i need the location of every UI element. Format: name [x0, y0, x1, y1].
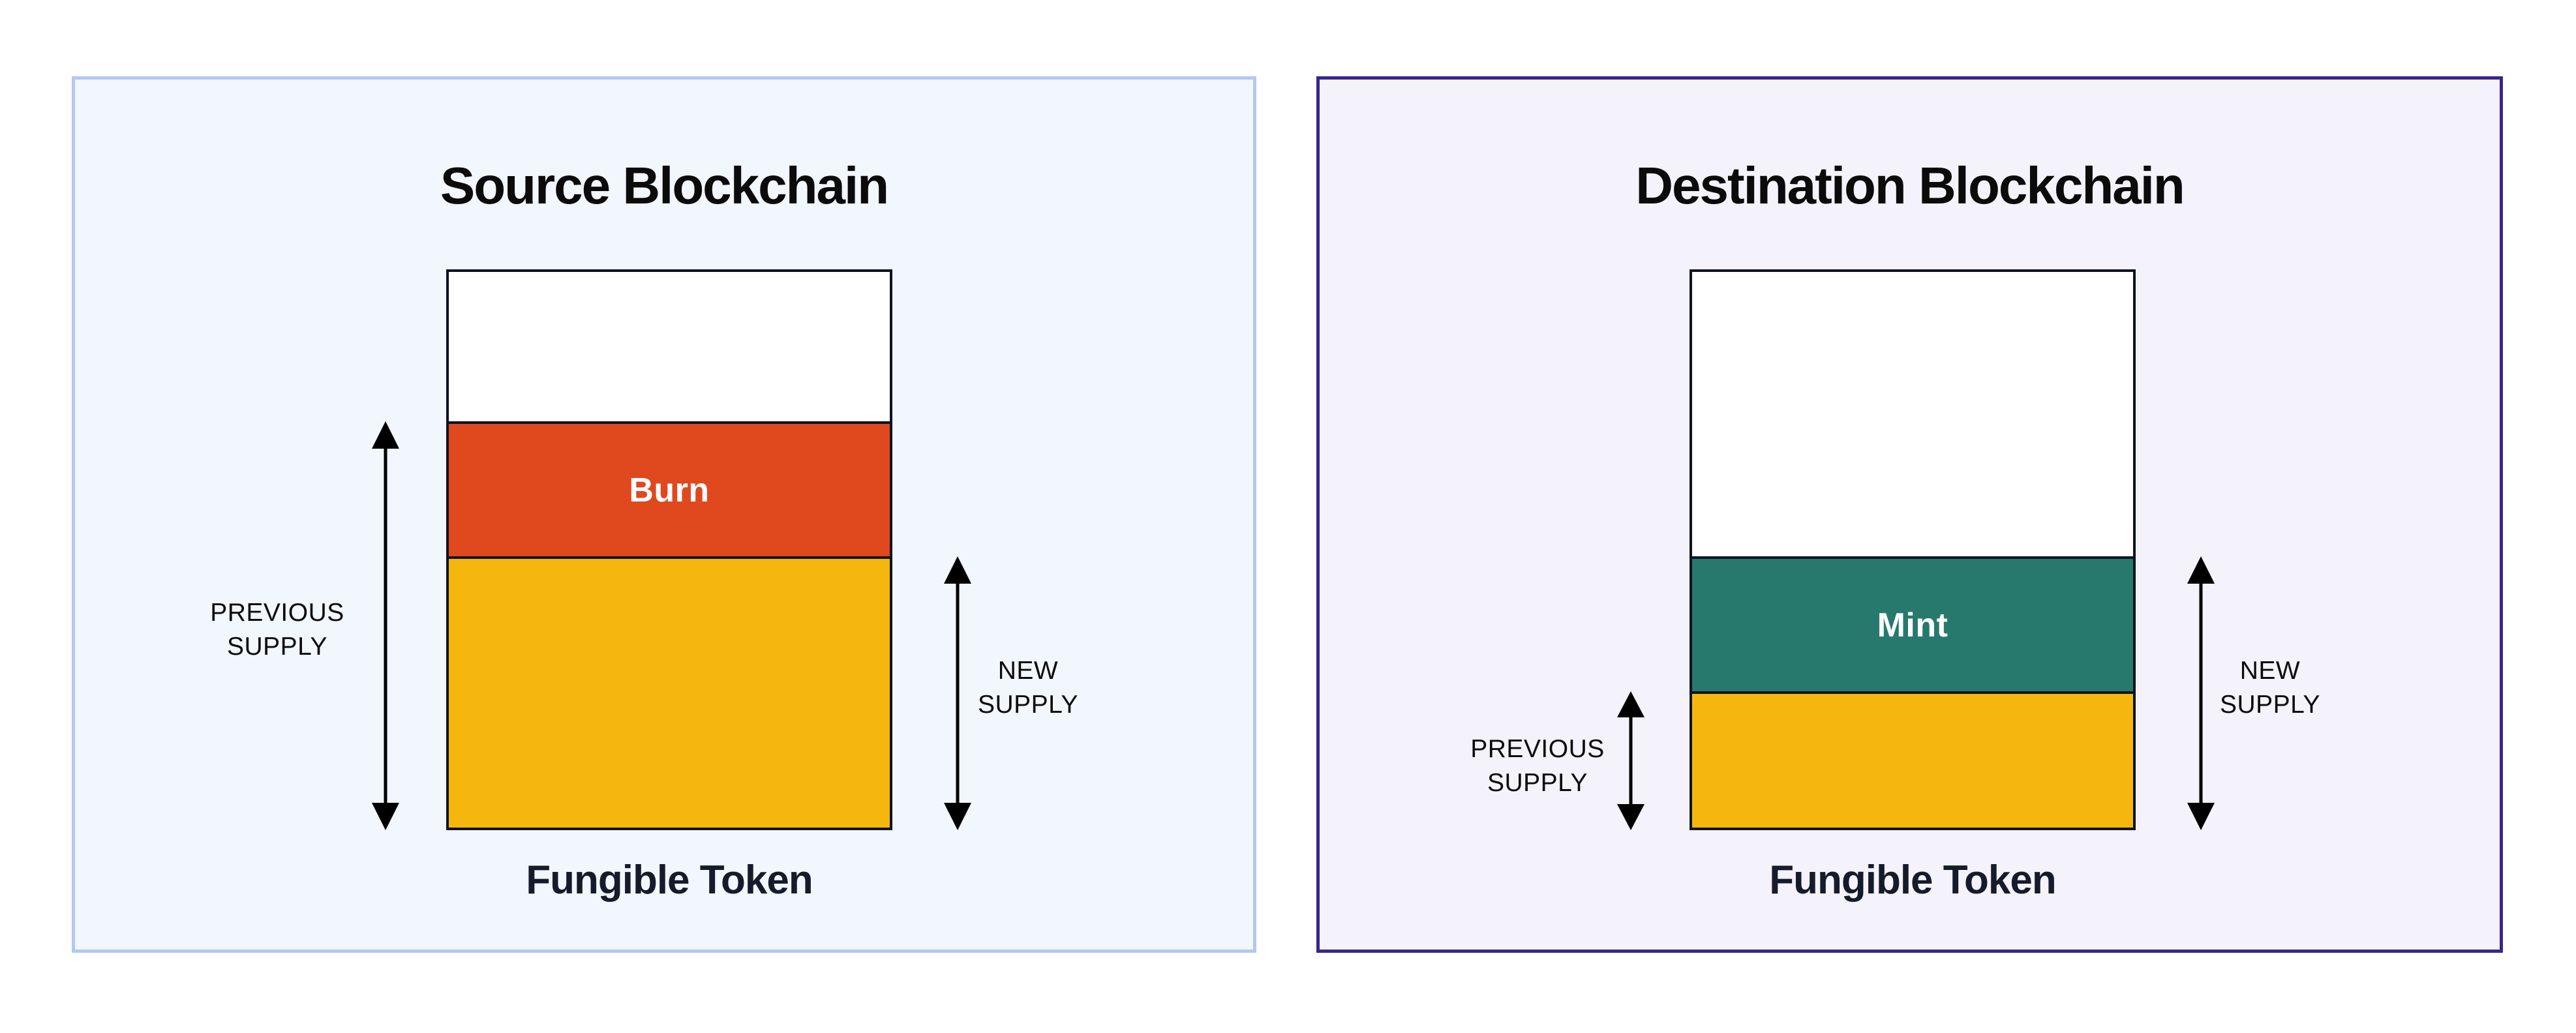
burn-label: Burn	[629, 471, 710, 509]
source-new-supply-label: NEW SUPPLY	[904, 654, 1152, 722]
destination-panel-title: Destination Blockchain	[1635, 157, 2185, 215]
destination-token-bar: Mint	[1690, 269, 2136, 830]
source-previous-supply-label-line2: SUPPLY	[226, 633, 327, 661]
destination-previous-supply-label: PREVIOUS SUPPLY	[1414, 732, 1661, 800]
destination-previous-supply-segment	[1692, 691, 2133, 828]
source-previous-supply-segment	[449, 556, 890, 828]
mint-label: Mint	[1877, 606, 1948, 644]
source-token-label: Fungible Token	[526, 858, 813, 903]
source-previous-supply-label-line1: PREVIOUS	[210, 599, 344, 627]
destination-new-supply-label-line1: NEW	[2239, 657, 2301, 685]
source-previous-supply-label: PREVIOUS SUPPLY	[153, 596, 401, 664]
destination-new-supply-arrow	[2187, 556, 2215, 830]
destination-blockchain-panel: Destination Blockchain Mint PREVIOUS SUP…	[1316, 76, 2503, 953]
source-previous-supply-arrow	[372, 421, 399, 830]
burn-segment: Burn	[449, 421, 890, 556]
destination-new-supply-label-line2: SUPPLY	[2219, 691, 2320, 719]
destination-previous-supply-label-line2: SUPPLY	[1487, 769, 1588, 797]
source-new-supply-label-line2: SUPPLY	[977, 691, 1078, 719]
source-new-supply-label-line1: NEW	[997, 657, 1059, 685]
source-new-supply-arrow	[944, 556, 971, 830]
source-unfilled-segment	[449, 272, 890, 421]
destination-previous-supply-label-line1: PREVIOUS	[1470, 735, 1605, 763]
source-token-bar: Burn	[446, 269, 892, 830]
destination-unfilled-segment	[1692, 272, 2133, 556]
source-panel-title: Source Blockchain	[440, 157, 889, 215]
destination-previous-supply-arrow	[1617, 691, 1644, 830]
source-blockchain-panel: Source Blockchain Burn PREVIOUS SUPPLY N…	[72, 76, 1256, 953]
destination-new-supply-label: NEW SUPPLY	[2146, 654, 2394, 722]
mint-segment: Mint	[1692, 556, 2133, 691]
destination-token-label: Fungible Token	[1769, 858, 2057, 903]
